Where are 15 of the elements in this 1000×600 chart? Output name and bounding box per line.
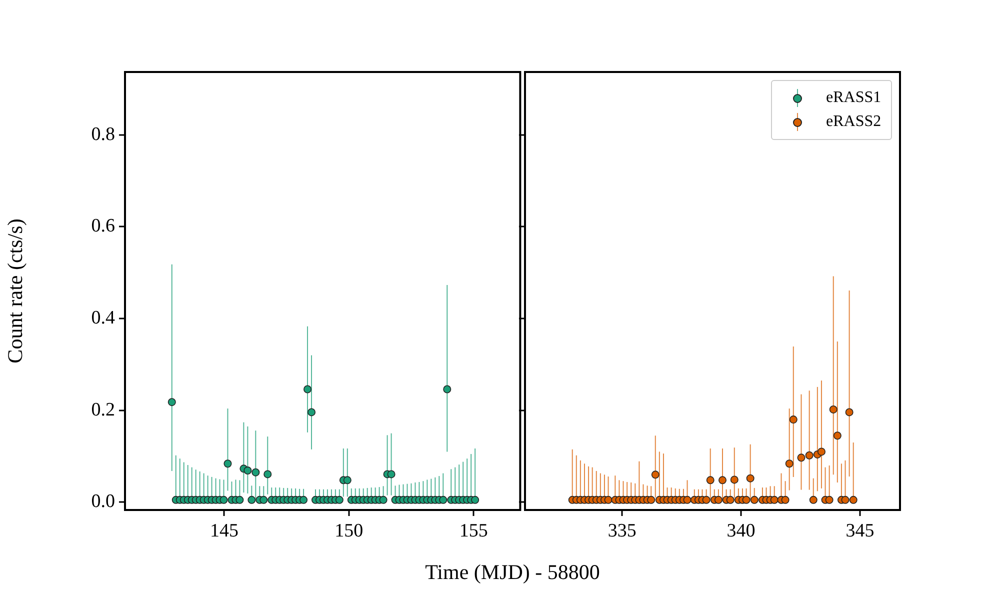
x-tick-label: 345 bbox=[846, 520, 874, 542]
y-tick-label: 0.8 bbox=[91, 124, 115, 145]
x-tick-label: 335 bbox=[608, 520, 636, 542]
x-axis-title: Time (MJD) - 58800 bbox=[424, 560, 601, 585]
x-tick-label: 155 bbox=[459, 520, 488, 542]
x-tick-label: 340 bbox=[726, 520, 756, 542]
y-tick-label: 0.0 bbox=[91, 491, 115, 512]
legend-label: eRASS1 bbox=[826, 89, 882, 107]
x-tick-label: 150 bbox=[334, 520, 364, 542]
x-tick-label: 145 bbox=[210, 520, 238, 542]
y-tick-label: 0.6 bbox=[91, 216, 115, 237]
legend-label: eRASS2 bbox=[826, 113, 882, 131]
y-tick-label: 0.2 bbox=[91, 399, 115, 420]
y-axis-title: Count rate (cts/s) bbox=[3, 218, 28, 364]
y-tick-label: 0.4 bbox=[91, 308, 116, 329]
